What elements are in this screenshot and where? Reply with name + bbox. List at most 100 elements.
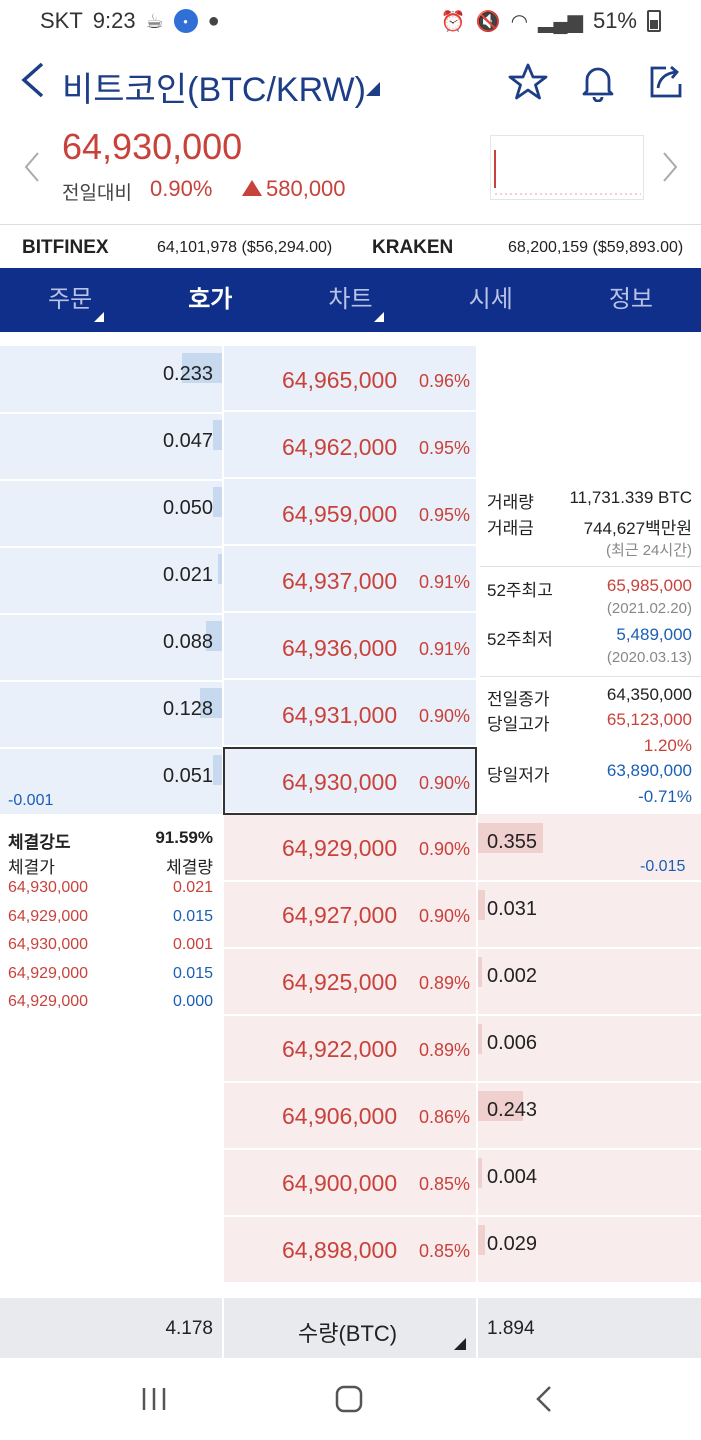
trade-row: 64,930,000 0.021 [0, 879, 222, 905]
bid-price: 64,925,000 [282, 969, 398, 995]
star-icon[interactable] [508, 62, 548, 102]
bid-price-cell[interactable]: 64,906,000 0.86% [224, 1083, 476, 1148]
ask-price-cell[interactable]: 64,936,000 0.91% [224, 615, 476, 680]
ask-price-cell[interactable]: 64,937,000 0.91% [224, 548, 476, 613]
low52-label: 52주최저 [487, 630, 553, 649]
bid-volume-bar [478, 823, 543, 853]
amount-label: 거래금 [487, 519, 534, 538]
status-bar: SKT 9:23 ☕ ● ● ⏰ 🔇 ◠ ▂▄▆ 51% [0, 0, 701, 44]
ask-pct: 0.90% [418, 773, 470, 793]
bid-qty-cell[interactable]: 0.029 [478, 1217, 701, 1282]
ask-qty-cell[interactable]: 0.051 [0, 749, 222, 814]
ask-price-cell[interactable]: 64,959,000 0.95% [224, 481, 476, 546]
bid-price-cell[interactable]: 64,922,000 0.89% [224, 1016, 476, 1081]
divider [480, 566, 701, 567]
notification-icon: ☕ [145, 10, 164, 33]
ask-qty-cell[interactable]: 0.088 [0, 615, 222, 680]
change-amount-value: 580,000 [266, 176, 346, 201]
change-percent: 0.90% [150, 176, 213, 201]
bid-pct: 0.85% [418, 1241, 470, 1261]
ask-price-cell[interactable]: 64,965,000 0.96% [224, 347, 476, 412]
recent-apps-icon[interactable] [140, 1386, 168, 1417]
trade-qty: 0.001 [172, 936, 213, 953]
bid-price-cell[interactable]: 64,929,000 0.90% [224, 815, 476, 880]
ask-price: 64,930,000 [282, 769, 398, 795]
battery-percent: 51% [592, 8, 637, 33]
ask-qty: 0.233 [162, 363, 213, 385]
ask-qty-cell[interactable]: 0.233 [0, 347, 222, 412]
ask-qty-cell[interactable]: 0.050 [0, 481, 222, 546]
ask-volume-bar [213, 487, 222, 517]
ask-qty-column [0, 346, 222, 814]
ask-qty-cell[interactable]: 0.047 [0, 414, 222, 479]
ask-qty-cell[interactable]: 0.021 [0, 548, 222, 613]
bid-qty: 0.243 [487, 1099, 538, 1121]
ask-price-cell[interactable]: 64,962,000 0.95% [224, 414, 476, 479]
prev-close-value: 64,350,000 [606, 685, 692, 704]
prev-coin-arrow-icon[interactable] [22, 150, 42, 193]
back-icon[interactable] [18, 60, 48, 110]
bid-price: 64,929,000 [282, 835, 398, 861]
tab-label: 주문 [48, 286, 93, 313]
exchange-price-row: BITFINEX 64,101,978 ($56,294.00) KRAKEN … [0, 224, 701, 268]
bid-price-cell[interactable]: 64,898,000 0.85% [224, 1217, 476, 1282]
ask-volume-bar [213, 420, 222, 450]
unit-dropdown-icon [454, 1338, 466, 1350]
bid-qty-cell[interactable]: 0.006 [478, 1016, 701, 1081]
bid-price: 64,906,000 [282, 1103, 398, 1129]
bid-price-cell[interactable]: 64,927,000 0.90% [224, 882, 476, 947]
tab-market[interactable]: 시세 [421, 268, 561, 332]
ask-qty-cell[interactable]: 0.128 [0, 682, 222, 747]
tab-order[interactable]: 주문 [0, 268, 140, 332]
bid-volume-bar [478, 1225, 485, 1255]
unit-selector[interactable]: 수량(BTC) [224, 1298, 476, 1358]
tab-bar: 주문 호가 차트 시세 정보 [0, 268, 701, 332]
home-icon[interactable] [334, 1384, 364, 1419]
bid-price-cell[interactable]: 64,900,000 0.85% [224, 1150, 476, 1215]
next-coin-arrow-icon[interactable] [660, 150, 680, 193]
low52-date: (2020.03.13) [606, 649, 692, 666]
bid-qty-cell[interactable]: 0.002 [478, 949, 701, 1014]
nav-back-icon[interactable] [534, 1384, 554, 1419]
bid-pct: 0.90% [418, 839, 470, 859]
mini-chart[interactable] [490, 135, 644, 200]
trade-price-header: 체결가 [8, 858, 55, 877]
row-divider [0, 479, 222, 481]
divider [480, 676, 701, 677]
row-divider [0, 546, 222, 548]
ask-price-cell[interactable]: 64,931,000 0.90% [224, 682, 476, 747]
bid-volume-bar [478, 1091, 523, 1121]
title-dropdown-icon[interactable] [366, 82, 380, 96]
page-title[interactable]: 비트코인(BTC/KRW) [62, 71, 366, 109]
ask-pct: 0.90% [418, 706, 470, 726]
bell-icon[interactable] [578, 62, 618, 103]
bid-qty: 0.002 [487, 965, 538, 987]
bid-price-cell[interactable]: 64,925,000 0.89% [224, 949, 476, 1014]
bid-qty-column [478, 814, 701, 1284]
ask-qty: 0.128 [162, 698, 213, 720]
ask-price: 64,965,000 [282, 367, 398, 393]
day-low-label: 당일저가 [487, 766, 550, 785]
row-divider [0, 814, 222, 816]
tab-label: 정보 [608, 286, 653, 313]
change-amount: 580,000 [242, 176, 346, 202]
bid-qty-cell[interactable]: 0.031 [478, 882, 701, 947]
ask-qty: 0.047 [162, 430, 213, 452]
tab-orderbook[interactable]: 호가 [140, 268, 385, 332]
tab-chart[interactable]: 차트 [280, 268, 420, 332]
bid-qty: 0.004 [487, 1166, 538, 1188]
trade-row: 64,929,000 0.015 [0, 908, 222, 934]
bid-total-cell: 1.894 [478, 1298, 701, 1358]
exchange-name: KRAKEN [372, 237, 454, 258]
volume-value: 11,731.339 BTC [569, 488, 692, 507]
current-price: 64,930,000 [62, 126, 243, 167]
bid-qty-cell[interactable]: 0.243 [478, 1083, 701, 1148]
ask-pct: 0.95% [418, 438, 470, 458]
strength-label: 체결강도 [8, 833, 71, 852]
share-icon[interactable] [646, 62, 686, 102]
tab-info[interactable]: 정보 [561, 268, 701, 332]
bid-qty-cell[interactable]: 0.355 [478, 815, 701, 880]
bid-qty-cell[interactable]: 0.004 [478, 1150, 701, 1215]
period-note: (최근 24시간) [605, 542, 692, 559]
change-label: 전일대비 [62, 183, 132, 204]
